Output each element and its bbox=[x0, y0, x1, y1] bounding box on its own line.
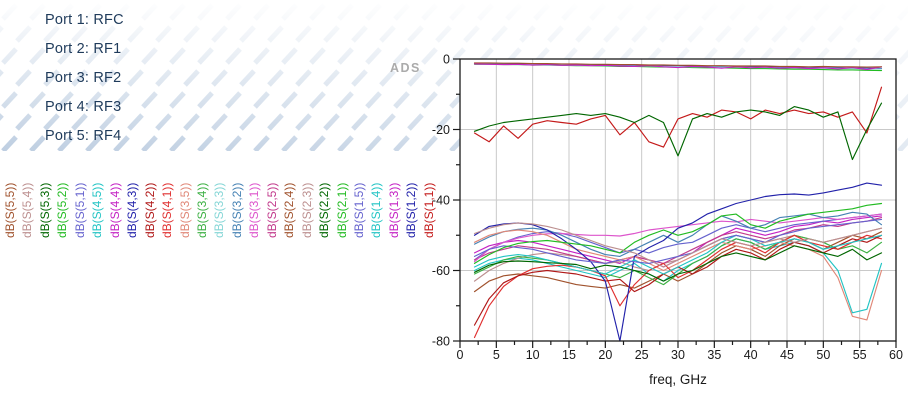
port-label: Port 4: RF3 bbox=[45, 99, 122, 115]
legend-label: dB(S(2,5)) bbox=[264, 182, 279, 238]
trace-dB(S(5,5)) bbox=[473, 62, 883, 68]
legend-label: dB(S(1,1)) bbox=[421, 182, 436, 238]
legend-label: dB(S(5,4)) bbox=[20, 182, 35, 238]
trace-dB(S(1,5)) bbox=[473, 213, 883, 261]
svg-text:40: 40 bbox=[744, 348, 758, 362]
svg-text:10: 10 bbox=[526, 348, 540, 362]
svg-text:25: 25 bbox=[635, 348, 649, 362]
svg-text:-80: -80 bbox=[432, 335, 450, 349]
svg-text:0: 0 bbox=[457, 348, 464, 362]
legend-label: dB(S(2,3)) bbox=[299, 182, 314, 238]
grid-lines bbox=[460, 59, 896, 341]
legend-label: dB(S(3,1)) bbox=[247, 182, 262, 238]
legend-label: dB(S(5,1)) bbox=[72, 182, 87, 238]
svg-text:55: 55 bbox=[853, 348, 867, 362]
legend-label: dB(S(3,5)) bbox=[177, 182, 192, 238]
svg-text:-40: -40 bbox=[432, 194, 450, 208]
legend-label: dB(S(1,3)) bbox=[386, 182, 401, 238]
port-label: Port 1: RFC bbox=[45, 12, 124, 28]
axis-ticks bbox=[453, 58, 897, 348]
trace-dB(S(5,2)) bbox=[473, 202, 883, 264]
trace-dB(S(5,3)) bbox=[473, 245, 883, 282]
port-label: Port 5: RF4 bbox=[45, 128, 122, 144]
svg-text:-20: -20 bbox=[432, 123, 450, 137]
svg-text:60: 60 bbox=[889, 348, 903, 362]
legend-label: dB(S(1,5)) bbox=[352, 182, 366, 238]
legend-label: dB(S(5,5)) bbox=[3, 182, 17, 238]
trace-dB(S(4,3)) bbox=[473, 182, 883, 342]
svg-text:20: 20 bbox=[598, 348, 612, 362]
svg-text:45: 45 bbox=[780, 348, 794, 362]
x-axis-title: freq, GHz bbox=[649, 372, 707, 387]
x-tick-labels: 0 5 10 15 20 25 30 35 40 45 50 55 60 bbox=[457, 348, 903, 362]
trace-dB(S(4,5)) bbox=[473, 234, 883, 275]
legend-label: dB(S(5,2)) bbox=[55, 182, 70, 238]
port-label: Port 3: RF2 bbox=[45, 70, 122, 86]
legend-label: dB(S(4,1)) bbox=[160, 182, 175, 238]
traces bbox=[473, 62, 883, 342]
svg-text:30: 30 bbox=[671, 348, 685, 362]
trace-dB(S(4,1)) bbox=[473, 234, 883, 339]
legend-label: dB(S(1,4)) bbox=[369, 182, 384, 238]
legend-label: dB(S(1,2)) bbox=[404, 182, 419, 238]
legend-label: dB(S(3,3)) bbox=[212, 182, 227, 238]
trace-dB(S(2,2)) bbox=[473, 102, 883, 161]
legend-label: dB(S(3,2)) bbox=[229, 182, 244, 238]
legend-label: dB(S(5,3)) bbox=[37, 182, 52, 238]
trace-dB(S(3,2)) bbox=[473, 211, 883, 257]
svg-text:15: 15 bbox=[562, 348, 576, 362]
trace-dB(S(5,1)) bbox=[473, 218, 883, 264]
legend-label: dB(S(2,1)) bbox=[334, 182, 349, 238]
legend-label: dB(S(4,3)) bbox=[125, 182, 140, 238]
port-label: Port 2: RF1 bbox=[45, 41, 122, 57]
y-tick-labels: 0 -20 -40 -60 -80 bbox=[432, 53, 450, 349]
svg-text:5: 5 bbox=[493, 348, 500, 362]
ads-watermark: ADS bbox=[390, 61, 421, 75]
legend-label: dB(S(3,4)) bbox=[194, 182, 209, 238]
legend-label: dB(S(4,2)) bbox=[142, 182, 157, 238]
trace-dB(S(3,5)) bbox=[473, 229, 883, 321]
svg-text:0: 0 bbox=[443, 53, 450, 67]
legend-label: dB(S(4,4)) bbox=[107, 182, 122, 238]
svg-text:35: 35 bbox=[707, 348, 721, 362]
trace-dB(S(5,4)) bbox=[473, 222, 883, 268]
svg-text:50: 50 bbox=[816, 348, 830, 362]
port-list: Port 1: RFC Port 2: RF1 Port 3: RF2 Port 4:… bbox=[45, 6, 124, 151]
legend-label: dB(S(2,4)) bbox=[282, 182, 297, 238]
legend-label: dB(S(2,2)) bbox=[317, 182, 332, 238]
trace-dB(S(4,4)) bbox=[473, 63, 883, 71]
legend-label: dB(S(4,5)) bbox=[90, 182, 105, 238]
svg-text:-60: -60 bbox=[432, 264, 450, 278]
